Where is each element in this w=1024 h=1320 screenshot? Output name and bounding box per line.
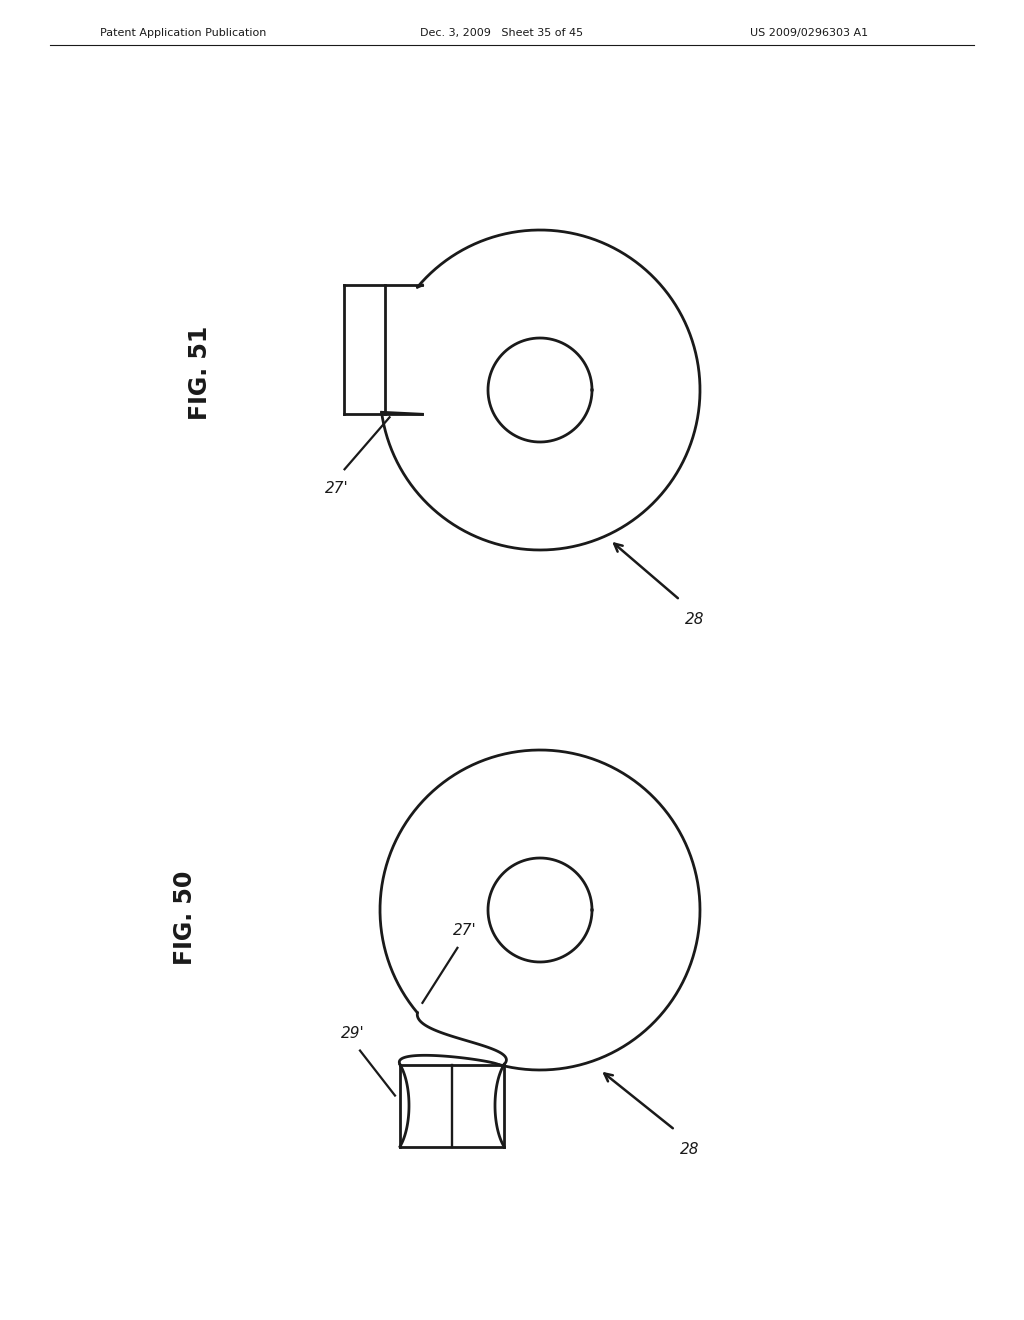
Text: 27': 27' [325,482,348,496]
Text: Dec. 3, 2009   Sheet 35 of 45: Dec. 3, 2009 Sheet 35 of 45 [420,28,583,38]
Text: 29': 29' [341,1026,365,1040]
Text: 28: 28 [680,1142,699,1158]
Text: FIG. 51: FIG. 51 [188,326,212,420]
Text: 28: 28 [685,612,705,627]
Text: FIG. 50: FIG. 50 [173,871,197,965]
Text: 27': 27' [453,923,476,937]
Text: US 2009/0296303 A1: US 2009/0296303 A1 [750,28,868,38]
Text: Patent Application Publication: Patent Application Publication [100,28,266,38]
